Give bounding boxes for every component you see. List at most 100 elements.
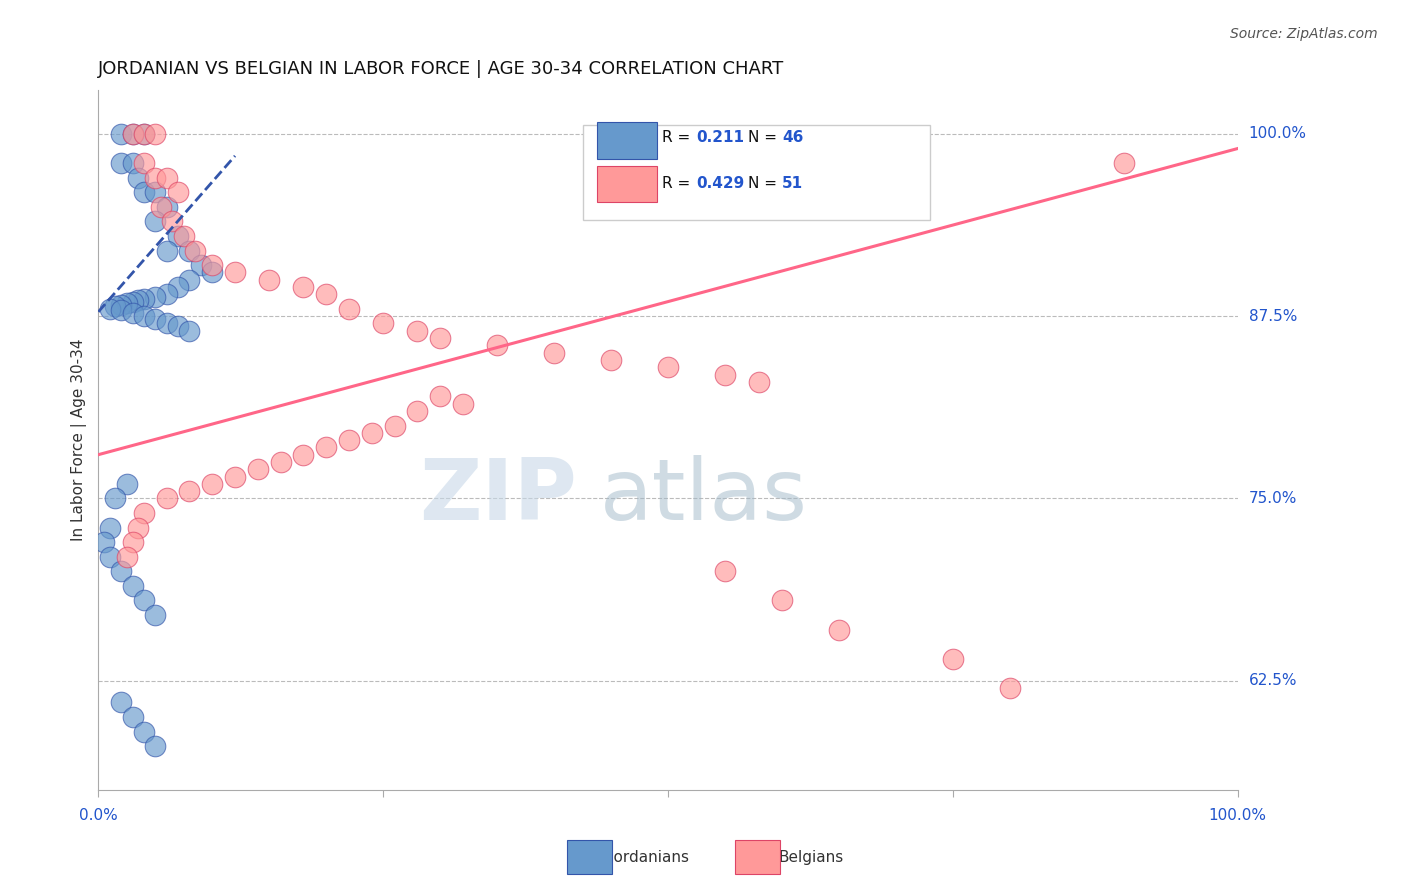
- Point: [360, 425, 382, 440]
- Point: [179, 244, 201, 258]
- Point: [162, 214, 184, 228]
- Point: [600, 353, 623, 368]
- Text: N =: N =: [748, 176, 782, 191]
- Point: [828, 623, 851, 637]
- Text: R =: R =: [662, 129, 696, 145]
- Point: [179, 273, 201, 287]
- Point: [270, 455, 292, 469]
- Text: 87.5%: 87.5%: [1249, 309, 1296, 324]
- Point: [714, 368, 737, 382]
- Point: [98, 301, 121, 316]
- Point: [486, 338, 509, 352]
- Point: [132, 309, 155, 323]
- Point: [337, 433, 360, 447]
- Point: [132, 127, 155, 141]
- Point: [143, 186, 166, 200]
- Point: [121, 127, 143, 141]
- Text: JORDANIAN VS BELGIAN IN LABOR FORCE | AGE 30-34 CORRELATION CHART: JORDANIAN VS BELGIAN IN LABOR FORCE | AG…: [98, 60, 785, 78]
- Point: [132, 127, 155, 141]
- Text: ZIP: ZIP: [419, 455, 576, 538]
- Point: [143, 312, 166, 326]
- Point: [132, 292, 155, 306]
- FancyBboxPatch shape: [582, 125, 929, 219]
- Point: [121, 579, 143, 593]
- Point: [115, 476, 138, 491]
- Point: [315, 441, 337, 455]
- Text: atlas: atlas: [599, 455, 807, 538]
- Point: [1056, 885, 1078, 892]
- Point: [224, 469, 246, 483]
- FancyBboxPatch shape: [598, 166, 657, 202]
- Point: [156, 491, 179, 506]
- Point: [121, 294, 143, 309]
- Point: [657, 360, 679, 375]
- Point: [132, 186, 155, 200]
- Point: [143, 739, 166, 754]
- Text: Jordanians: Jordanians: [610, 850, 690, 864]
- Point: [179, 484, 201, 499]
- Point: [384, 418, 406, 433]
- Point: [127, 520, 149, 534]
- Point: [121, 156, 143, 170]
- Point: [156, 317, 179, 331]
- Point: [121, 306, 143, 320]
- Point: [110, 297, 132, 311]
- Text: 62.5%: 62.5%: [1249, 673, 1298, 688]
- Point: [167, 186, 190, 200]
- Point: [292, 448, 315, 462]
- Text: Source: ZipAtlas.com: Source: ZipAtlas.com: [1230, 27, 1378, 41]
- Point: [104, 299, 127, 313]
- Point: [451, 397, 474, 411]
- Point: [156, 170, 179, 185]
- Point: [132, 724, 155, 739]
- Point: [184, 244, 207, 258]
- Text: 100.0%: 100.0%: [1209, 808, 1267, 823]
- Point: [315, 287, 337, 301]
- Point: [201, 258, 224, 272]
- Point: [173, 229, 195, 244]
- Text: 46: 46: [782, 129, 803, 145]
- Point: [543, 345, 565, 359]
- Point: [429, 331, 451, 345]
- Point: [190, 258, 212, 272]
- Point: [156, 287, 179, 301]
- Point: [110, 696, 132, 710]
- Text: Belgians: Belgians: [779, 850, 844, 864]
- Point: [942, 651, 965, 665]
- Point: [201, 265, 224, 279]
- Point: [257, 273, 280, 287]
- Point: [98, 549, 121, 564]
- Point: [150, 200, 173, 214]
- Y-axis label: In Labor Force | Age 30-34: In Labor Force | Age 30-34: [72, 339, 87, 541]
- Point: [179, 324, 201, 338]
- Point: [201, 476, 224, 491]
- Point: [714, 564, 737, 578]
- Point: [115, 549, 138, 564]
- Point: [132, 593, 155, 607]
- Point: [127, 293, 149, 308]
- Text: 0.211: 0.211: [696, 129, 744, 145]
- Point: [373, 317, 395, 331]
- Text: 100.0%: 100.0%: [1249, 127, 1306, 142]
- Text: R =: R =: [662, 176, 696, 191]
- Point: [110, 303, 132, 318]
- Point: [93, 535, 115, 549]
- Point: [406, 404, 429, 418]
- Point: [429, 389, 451, 403]
- Point: [132, 506, 155, 520]
- Point: [246, 462, 269, 476]
- Point: [224, 265, 246, 279]
- Point: [998, 681, 1021, 695]
- Point: [98, 520, 121, 534]
- Point: [167, 229, 190, 244]
- Point: [132, 156, 155, 170]
- FancyBboxPatch shape: [598, 122, 657, 159]
- Point: [143, 127, 166, 141]
- Text: 0.0%: 0.0%: [79, 808, 118, 823]
- Text: N =: N =: [748, 129, 782, 145]
- Point: [292, 280, 315, 294]
- Point: [115, 296, 138, 310]
- Point: [143, 170, 166, 185]
- Point: [143, 607, 166, 622]
- Point: [110, 564, 132, 578]
